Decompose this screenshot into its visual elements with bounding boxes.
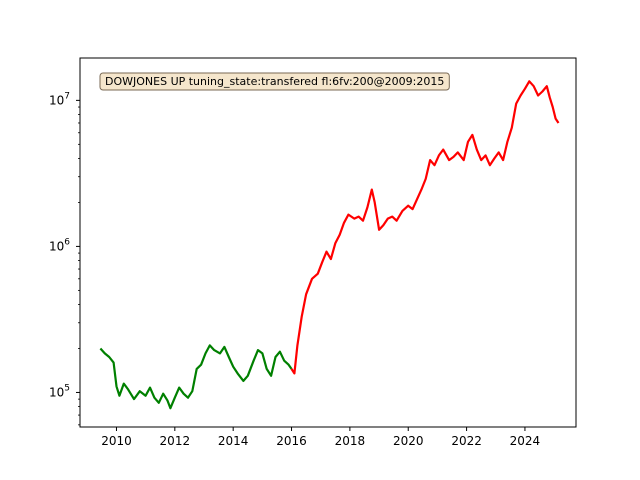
series-layer [99,80,560,410]
annotation-box: DOWJONES UP tuning_state:transfered fl:6… [99,72,450,91]
y-tick-label: 106 [49,237,70,253]
annotation-text: DOWJONES UP tuning_state:transfered fl:6… [105,75,444,88]
y-axis: 105 106 107 [49,91,80,426]
y-tick-label: 105 [49,383,70,399]
x-tick-label: 2018 [335,434,366,448]
x-tick-label: 2012 [160,434,191,448]
x-tick-label: 2010 [101,434,132,448]
y-tick-label: 107 [49,91,70,107]
plot-frame [79,57,577,428]
series-line-2 [290,80,560,375]
x-tick-label: 2020 [393,434,424,448]
x-tick-label: 2014 [218,434,249,448]
annotation-background [99,72,450,91]
series-line-1 [99,344,293,410]
x-axis: 2010 2012 2014 2016 2018 2020 2022 2024 [101,427,540,448]
x-tick-label: 2016 [276,434,307,448]
x-tick-label: 2024 [510,434,541,448]
x-tick-label: 2022 [451,434,482,448]
